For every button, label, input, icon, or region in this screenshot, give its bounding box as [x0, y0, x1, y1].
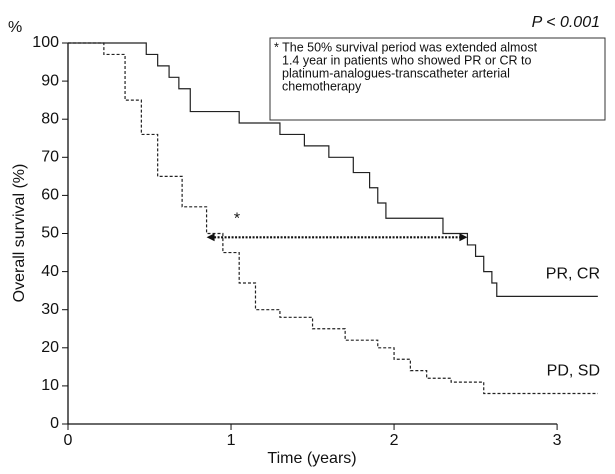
y-tick-label: 30 — [41, 301, 59, 318]
series-label: PR, CR — [546, 266, 600, 283]
y-tick-label: 100 — [32, 34, 59, 51]
note: * The 50% survival period was extended a… — [274, 40, 538, 93]
x-tick-label: 3 — [553, 432, 562, 449]
note-line: platinum-analogues-transcatheter arteria… — [282, 66, 510, 80]
x-tick-label: 1 — [227, 432, 236, 449]
survival-curve — [68, 42, 598, 395]
y-axis-label: Overall survival (%) — [11, 164, 28, 303]
note-line: * The 50% survival period was extended a… — [274, 40, 538, 54]
arrow-label: * — [234, 211, 240, 228]
y-tick-label: 20 — [41, 339, 59, 356]
survival-curve — [68, 42, 598, 297]
y-tick-label: 10 — [41, 377, 59, 394]
series-label: PD, SD — [547, 363, 600, 380]
x-tick-label: 2 — [390, 432, 399, 449]
note-line: chemotherapy — [282, 79, 362, 93]
x-axis-label: Time (years) — [267, 450, 356, 467]
y-tick-label: 40 — [41, 263, 59, 280]
note-box — [269, 37, 606, 121]
y-tick-label: 60 — [41, 187, 59, 204]
y-tick-label: 90 — [41, 72, 59, 89]
note-line: 1.4 year in patients who showed PR or CR… — [282, 53, 531, 67]
y-unit: % — [8, 19, 22, 36]
y-tick-label: 50 — [41, 225, 59, 242]
y-tick-label: 0 — [50, 415, 59, 432]
x-tick-label: 0 — [64, 432, 73, 449]
p-value: P < 0.001 — [532, 14, 600, 31]
y-tick-label: 70 — [41, 149, 59, 166]
y-tick-label: 80 — [41, 110, 59, 127]
